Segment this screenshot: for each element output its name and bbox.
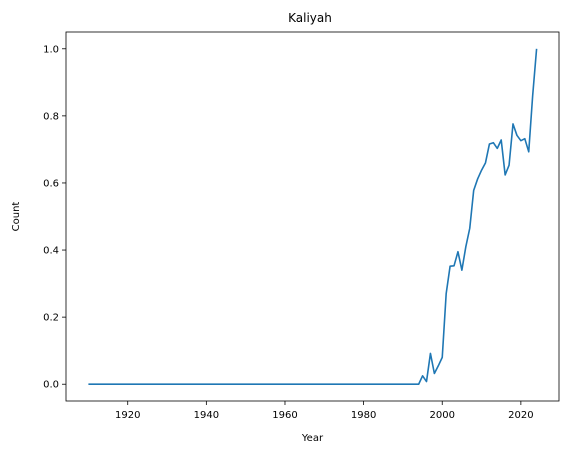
y-tick-label: 0.0 (43, 380, 59, 391)
plot-area (88, 48, 538, 386)
y-axis-label: Count (11, 202, 22, 232)
y-axis: 0.0 0.2 0.4 0.6 0.8 1.0 (43, 44, 66, 391)
chart-title: Kaliyah (288, 11, 332, 25)
y-tick-label: 0.2 (43, 313, 59, 324)
x-tick-label: 2000 (430, 410, 455, 421)
x-tick-label: 1980 (351, 410, 376, 421)
x-tick-label: 1920 (115, 410, 140, 421)
x-tick-label: 2020 (508, 410, 533, 421)
y-tick-label: 0.4 (43, 246, 59, 257)
y-tick-label: 0.8 (43, 111, 59, 122)
x-axis: 1920 1940 1960 1980 2000 2020 (115, 401, 534, 421)
y-tick-label: 1.0 (43, 44, 59, 55)
x-tick-label: 1940 (194, 410, 219, 421)
x-tick-label: 1960 (272, 410, 297, 421)
plot-frame (65, 31, 560, 402)
y-tick-label: 0.6 (43, 178, 59, 189)
x-axis-label: Year (301, 433, 324, 444)
series-line (88, 48, 538, 386)
